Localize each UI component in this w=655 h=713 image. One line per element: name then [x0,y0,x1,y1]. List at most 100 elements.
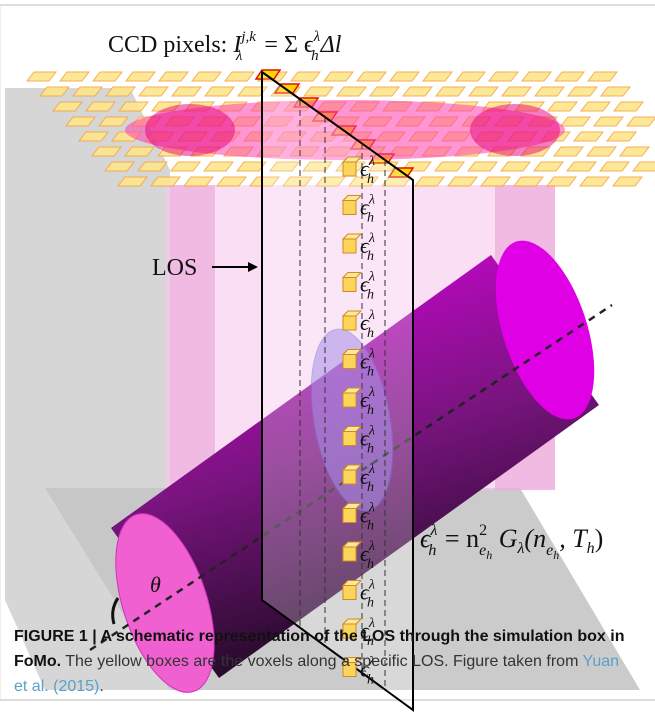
voxel [342,546,357,562]
ccd-pixel [215,176,248,187]
voxel-top [341,310,363,317]
ccd-pixel [618,146,651,157]
ccd-pixel [51,101,84,112]
ccd-pixel [553,71,586,82]
sub: h [367,211,374,226]
ccd-pixel [631,161,655,172]
ccd-pixel [466,161,499,172]
caption-end: . [99,678,104,695]
epsilon: ϵ [360,387,370,412]
ccd-pixel [90,146,123,157]
sup: λ [368,154,375,169]
voxel-label: ϵλ h [360,270,375,303]
voxel-top [341,387,363,394]
ccd-pixel [169,161,202,172]
epsilon: ϵ [360,195,370,220]
voxel [342,161,357,177]
sup: λ [368,501,375,516]
voxel [342,200,357,215]
voxel-label: ϵλ h [360,578,375,611]
ccd-pixel [136,161,169,172]
ccd-pixel [77,131,110,142]
ccd-pixel [182,176,215,187]
ccd-pixel [500,86,533,97]
ccd-pixel [58,71,91,82]
ccd-pixel [565,161,598,172]
ccd-pixel [137,86,170,97]
voxel-label: ϵλ h [360,462,375,495]
ccd-pixel [612,101,645,112]
ccd-label: CCD pixels: Ij,k λ = Σ ϵλ hΔl [108,29,342,64]
ccd-pixel [454,71,487,82]
ccd-pixel [268,161,301,172]
ccd-pixel [170,86,203,97]
voxel-label: ϵλ h [360,616,375,649]
cross-section [310,328,394,512]
ccd-pixel [446,176,479,187]
epsilon: ϵ [360,156,370,181]
ccd-pixel [421,71,454,82]
epsilon: ϵ [360,503,370,528]
cylinder-cap [115,513,215,693]
sub: h [367,596,374,611]
sup: λ [368,385,375,400]
sup: λ [368,424,375,439]
voxel-top [341,426,363,432]
voxel-top [341,541,363,548]
ccd-pixel [433,161,466,172]
ccd-pixel [592,116,625,127]
sup: λ [368,655,375,670]
epsilon: ϵ [360,349,370,374]
ccd-pixel [281,176,314,187]
cylinder-end [495,240,595,420]
ccd-pixel [512,176,545,187]
voxel-label: ϵλ h [360,501,375,534]
ccd-pixel [572,131,605,142]
ccd-pixel [302,86,335,97]
ccd-pixel [25,71,58,82]
citation-link[interactable]: Yuan et al. (2015) [14,653,620,695]
ccd-pixel [248,176,281,187]
sub: h [367,365,374,380]
sub: h [367,326,374,341]
voxel-label: ϵλ h [360,424,375,457]
voxel-top [341,464,363,471]
sub: h [367,249,374,264]
sub: h [367,442,374,457]
voxel [342,354,357,369]
ccd-pixel [223,71,256,82]
projection-end [145,104,235,156]
ccd-pixel [64,116,97,127]
voxel-column: ϵλ hϵλ hϵλ hϵλ hϵλ hϵλ hϵλ hϵλ hϵλ hϵλ hϵλ hϵλ hϵλ hϵ… [341,154,375,688]
voxel-top [341,195,363,201]
ccd-pixel [157,71,190,82]
sub: h [367,557,374,572]
ccd-pixel [347,176,380,187]
sup: λ [368,347,375,362]
epsilon: ϵ [360,426,370,451]
ccd-pixel [71,86,104,97]
ccd-pixel [235,161,268,172]
voxel-top [341,156,363,163]
ccd-pixel [585,146,618,157]
angle-arc [111,597,120,625]
ccd-pixel [401,86,434,97]
voxel-top [341,580,363,586]
voxel-top [341,349,363,355]
ccd-pixel [314,176,347,187]
sub: h [367,403,374,418]
voxel-label: ϵλ h [360,347,375,380]
ccd-pixel [598,161,631,172]
ccd-pixel [149,176,182,187]
epsilon: ϵ [360,618,370,643]
sub: h [367,673,374,688]
ccd-pixel [116,176,149,187]
ccd-pixel [236,86,269,97]
ccd-pixel [520,71,553,82]
ccd-pixel [578,176,611,187]
sub: h [367,480,374,495]
ccd-pixel [368,86,401,97]
voxel-label: ϵλ h [360,308,375,341]
sub: h [367,519,374,534]
sup: λ [368,231,375,246]
